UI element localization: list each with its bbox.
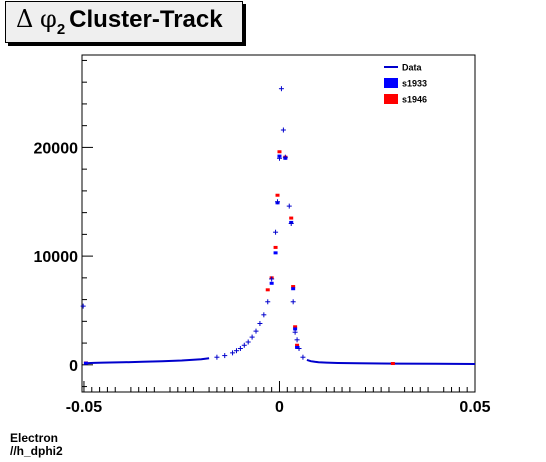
data-point <box>265 299 271 305</box>
footer-line-1: Electron <box>10 431 59 445</box>
s1933-point <box>273 251 278 255</box>
data-point <box>269 276 275 282</box>
x-tick-label: -0.05 <box>66 399 103 416</box>
y-tick-label: 10000 <box>34 249 79 266</box>
s1946-point <box>289 216 294 220</box>
x-tick-label: 0.05 <box>459 399 490 416</box>
data-point <box>222 353 228 359</box>
legend: Data s1933 s1946 <box>384 63 427 105</box>
data-point <box>261 312 267 318</box>
title-phi-symbol: φ <box>40 5 57 33</box>
data-point <box>249 334 255 340</box>
s1933-point <box>293 327 298 331</box>
chart-title: Δ φ2 Cluster-Track <box>16 5 223 38</box>
legend-box-s1933 <box>384 78 398 88</box>
s1946-point <box>273 245 278 249</box>
data-point <box>278 86 284 92</box>
data-point <box>253 328 259 334</box>
data-point <box>233 348 239 354</box>
s1946-point <box>275 193 280 197</box>
legend-box-s1946 <box>384 94 398 104</box>
s1946-point <box>390 362 395 366</box>
data-point <box>290 299 296 305</box>
title-main-text: Cluster-Track <box>69 6 223 33</box>
title-subscript: 2 <box>56 21 66 38</box>
s1946-point <box>291 285 296 289</box>
data-point <box>275 199 281 205</box>
plot-frame <box>81 54 476 393</box>
data-point <box>245 339 251 345</box>
s1933-point <box>295 345 300 349</box>
data-point <box>288 221 294 226</box>
s1933-point <box>291 287 296 291</box>
data-point <box>80 303 86 309</box>
s1933-point <box>83 361 88 365</box>
s1946-point <box>265 288 270 292</box>
x-tick-label: 0 <box>275 399 284 416</box>
data-point <box>280 127 286 133</box>
legend-label: s1933 <box>402 79 427 89</box>
data-marks <box>80 86 476 366</box>
data-point <box>300 354 306 360</box>
data-point <box>214 354 220 360</box>
data-series-line <box>85 357 476 365</box>
data-point <box>282 154 288 160</box>
data-point <box>230 350 236 356</box>
legend-label: s1946 <box>402 95 427 105</box>
s1946-point <box>277 150 282 154</box>
y-tick-label: 0 <box>69 358 78 375</box>
footer-line-2: //h_dphi2 <box>10 444 63 458</box>
title-delta-symbol: Δ <box>16 5 34 33</box>
data-point <box>241 342 247 348</box>
axes: -0.05 0 0.05 0 10000 20000 <box>34 59 491 416</box>
footer-label: Electron //h_dphi2 <box>10 432 63 458</box>
data-point <box>296 346 302 352</box>
data-point <box>237 346 243 352</box>
legend-label: Data <box>402 63 423 73</box>
data-point <box>257 321 263 327</box>
chart-title-box: Δ φ2 Cluster-Track <box>5 1 243 43</box>
data-point <box>294 337 300 343</box>
s1946-point <box>293 325 298 329</box>
data-point <box>273 229 279 235</box>
data-point <box>292 329 298 335</box>
y-tick-label: 20000 <box>34 140 79 157</box>
s1946-point <box>295 343 300 347</box>
data-point <box>286 203 292 209</box>
data-point <box>276 155 282 161</box>
s1933-point <box>269 281 274 285</box>
